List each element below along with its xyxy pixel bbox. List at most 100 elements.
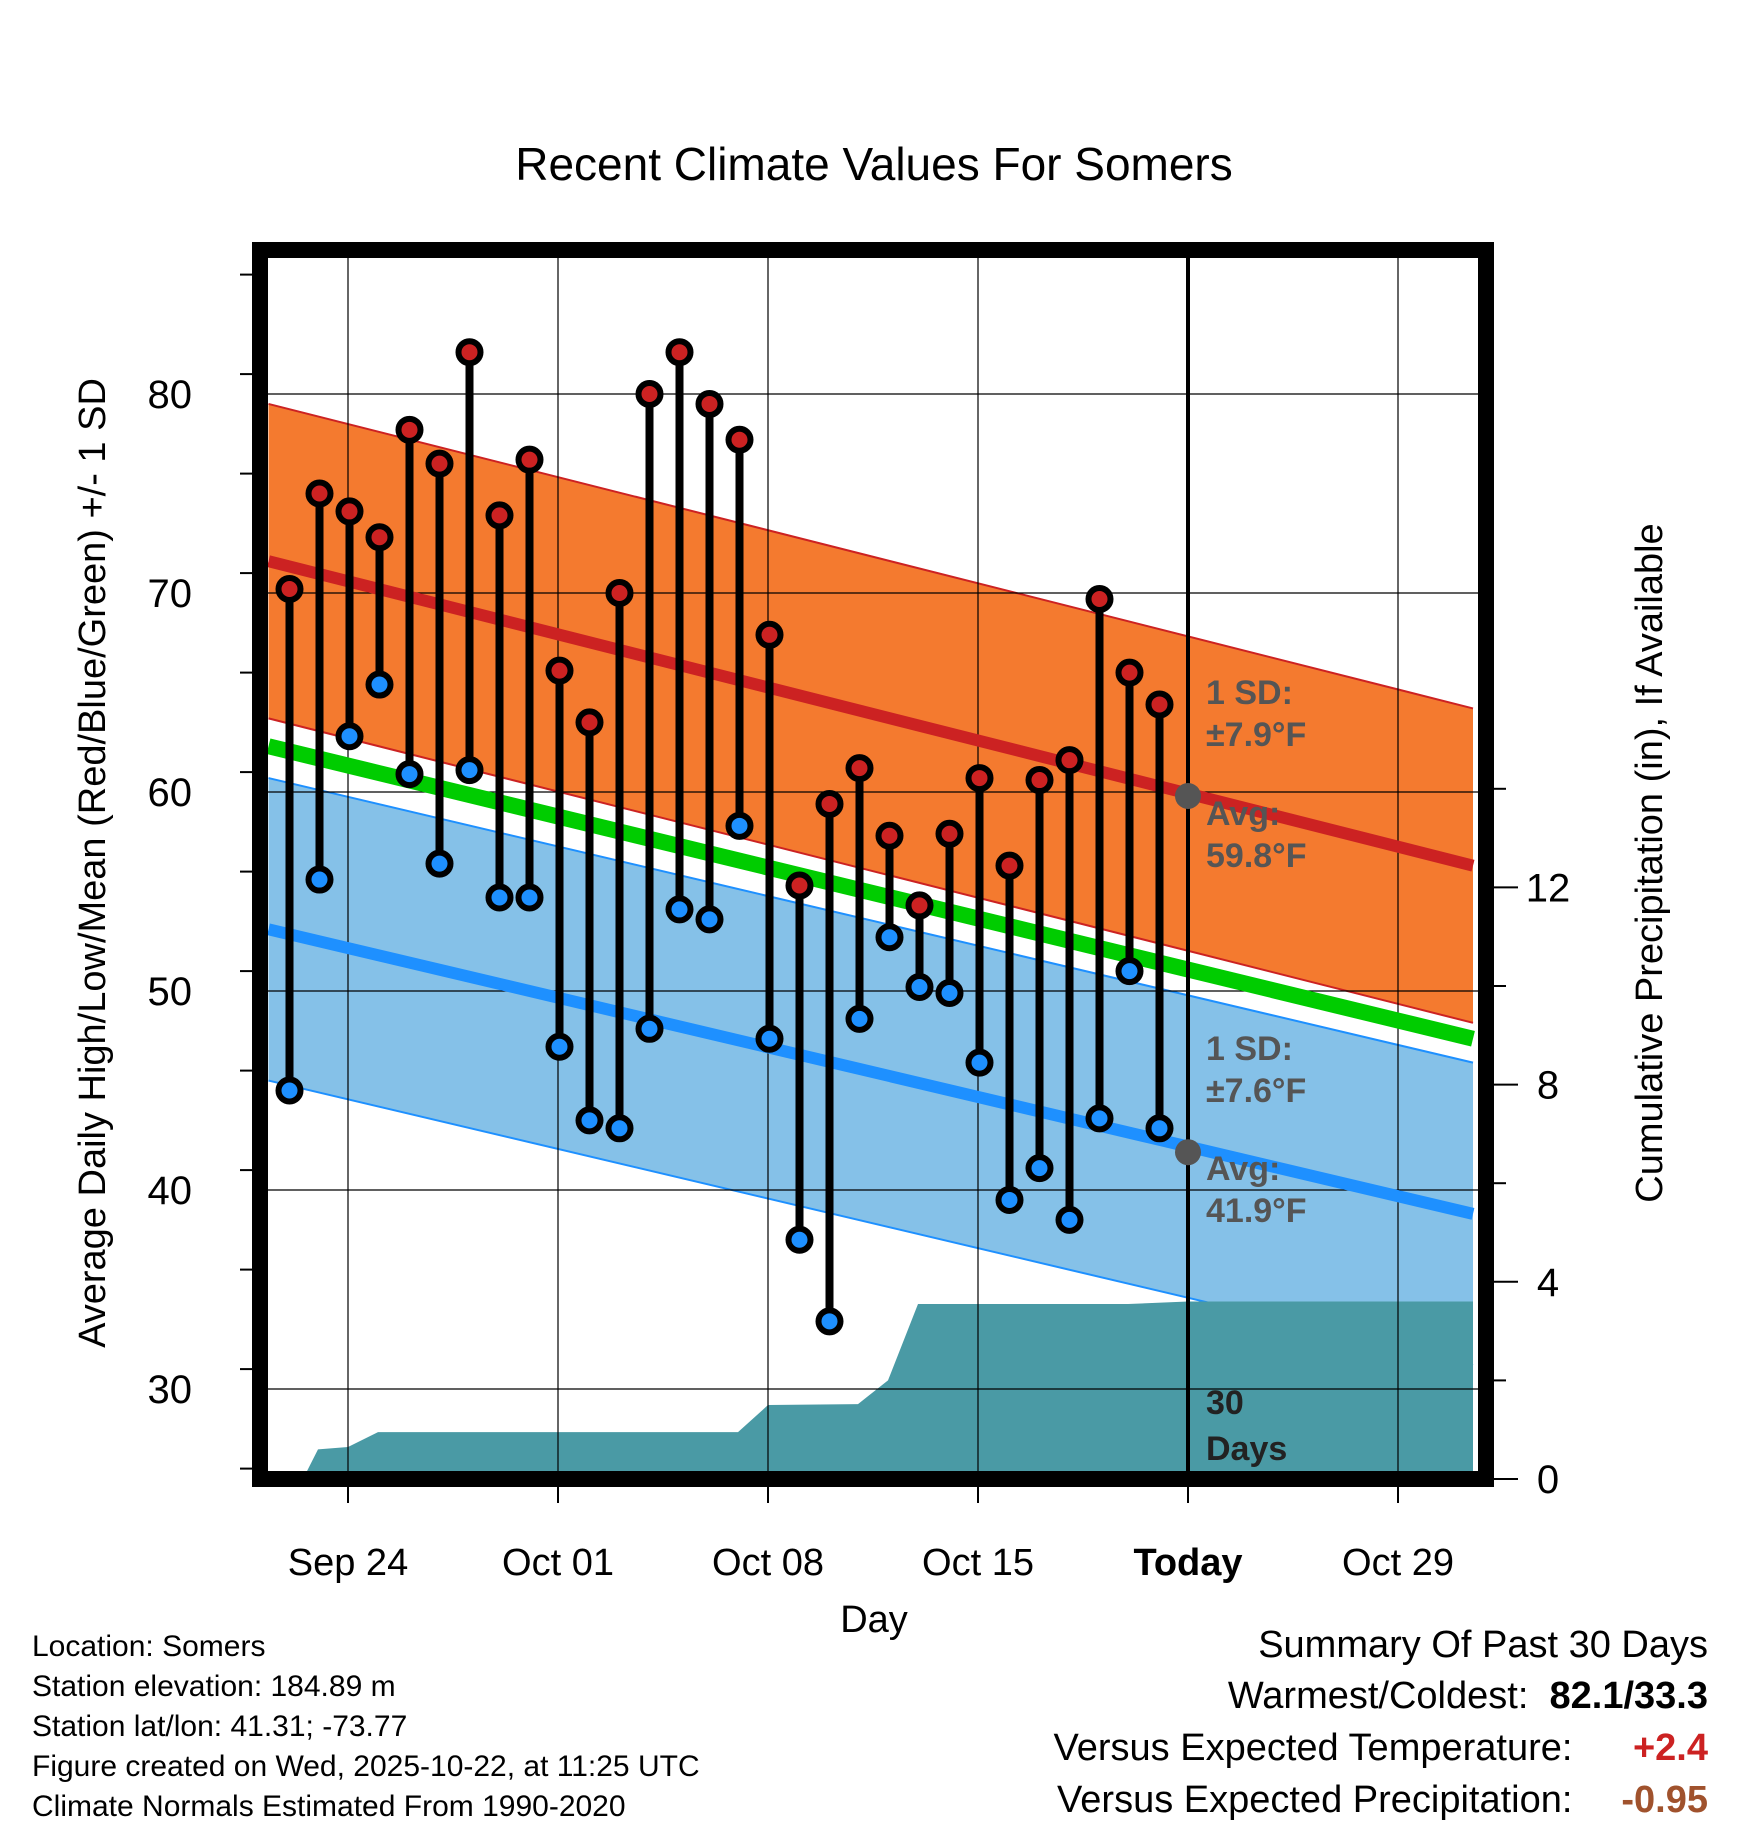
daily-high-point xyxy=(1145,690,1174,719)
low-sd-label: 1 SD: xyxy=(1206,1030,1293,1068)
x-tick-label: Oct 15 xyxy=(922,1542,1034,1584)
daily-high-point xyxy=(1025,766,1054,795)
summary-panel: Summary Of Past 30 Days Warmest/Coldest:… xyxy=(1054,1620,1708,1826)
daily-low-point xyxy=(1115,957,1144,986)
daily-low-point xyxy=(845,1004,874,1033)
daily-low-point xyxy=(1085,1104,1114,1133)
daily-low-point xyxy=(455,756,484,785)
x-tick-label: Today xyxy=(1133,1542,1242,1584)
daily-high-point xyxy=(545,656,574,685)
daily-low-point xyxy=(365,670,394,699)
window-days-number: 30 xyxy=(1206,1384,1244,1422)
daily-high-point xyxy=(935,819,964,848)
y-tick-label-precip: 0 xyxy=(1537,1458,1559,1502)
warm-cold-value: 82.1/33.3 xyxy=(1549,1675,1708,1717)
daily-high-point xyxy=(425,449,454,478)
daily-low-point xyxy=(635,1014,664,1043)
daily-low-point xyxy=(335,722,364,751)
daily-low-point xyxy=(695,905,724,934)
y-tick-label-temp: 80 xyxy=(148,373,193,417)
daily-low-point xyxy=(785,1225,814,1254)
normal-low-sd-band-upper-edge xyxy=(268,777,1474,1064)
warm-cold-label: Warmest/Coldest: xyxy=(1227,1675,1529,1717)
daily-high-point xyxy=(755,620,784,649)
temp-departure-label: Versus Expected Temperature: xyxy=(1053,1727,1573,1769)
low-avg-value: 41.9°F xyxy=(1206,1192,1307,1230)
daily-high-point xyxy=(965,764,994,793)
daily-high-point xyxy=(515,445,544,474)
daily-low-point xyxy=(755,1024,784,1053)
y-axis-right-label: Cumulative Precipitation (in), If Availa… xyxy=(1629,523,1671,1202)
daily-low-point xyxy=(905,973,934,1002)
daily-low-point xyxy=(395,760,424,789)
precip-departure-value: -0.95 xyxy=(1621,1779,1708,1821)
daily-high-point xyxy=(995,851,1024,880)
window-days-label: Days xyxy=(1206,1430,1287,1468)
daily-high-point xyxy=(815,789,844,818)
high-avg-value: 59.8°F xyxy=(1206,837,1307,875)
plot-frame xyxy=(252,242,1494,1487)
daily-high-point xyxy=(785,871,814,900)
y-tick-label-temp: 60 xyxy=(148,771,193,815)
daily-low-point xyxy=(605,1114,634,1143)
daily-high-point xyxy=(1115,658,1144,687)
daily-low-point xyxy=(275,1076,304,1105)
daily-low-point xyxy=(1145,1114,1174,1143)
high-sd-label: 1 SD: xyxy=(1206,674,1293,712)
daily-high-point xyxy=(335,497,364,526)
summary-heading: Summary Of Past 30 Days xyxy=(1258,1624,1708,1666)
high-avg-label: Avg: xyxy=(1206,795,1280,833)
daily-high-point xyxy=(695,389,724,418)
daily-high-point xyxy=(275,575,304,604)
daily-low-point xyxy=(995,1185,1024,1214)
daily-high-point xyxy=(395,415,424,444)
latlon-text: Station lat/lon: 41.31; -73.77 xyxy=(32,1710,408,1743)
y-tick-label-precip: 12 xyxy=(1526,866,1571,910)
x-tick-label: Sep 24 xyxy=(288,1542,408,1584)
cumulative-precip-area xyxy=(303,1301,1473,1479)
daily-high-point xyxy=(485,501,514,530)
daily-low-point xyxy=(965,1048,994,1077)
daily-low-point xyxy=(1025,1154,1054,1183)
y-tick-label-precip: 4 xyxy=(1537,1261,1559,1305)
daily-high-point xyxy=(635,380,664,408)
daily-high-point xyxy=(905,891,934,920)
x-tick-label: Oct 08 xyxy=(712,1542,824,1584)
daily-high-point xyxy=(725,425,754,454)
daily-high-point xyxy=(575,708,604,737)
daily-low-point xyxy=(1055,1205,1084,1234)
daily-high-point xyxy=(1055,746,1084,775)
today-low-avg-marker xyxy=(1175,1139,1201,1166)
daily-high-point xyxy=(845,754,874,783)
y-tick-label-temp: 30 xyxy=(148,1368,193,1412)
created-text: Figure created on Wed, 2025-10-22, at 11… xyxy=(32,1750,700,1783)
high-sd-value: ±7.9°F xyxy=(1206,716,1306,754)
daily-high-point xyxy=(605,579,634,607)
daily-low-point xyxy=(815,1307,844,1336)
daily-low-point xyxy=(515,883,544,912)
daily-high-point xyxy=(665,338,694,367)
daily-high-point xyxy=(455,338,484,367)
daily-high-point xyxy=(305,479,334,508)
y-tick-label-temp: 50 xyxy=(148,970,193,1014)
x-tick-label: Oct 01 xyxy=(502,1542,614,1584)
station-info: Location: Somers Station elevation: 184.… xyxy=(32,1627,700,1827)
location-text: Location: Somers xyxy=(32,1630,266,1663)
daily-low-point xyxy=(665,895,694,924)
today-high-avg-marker xyxy=(1175,782,1201,809)
daily-high-point xyxy=(1085,584,1114,613)
daily-low-point xyxy=(875,923,904,952)
plot-area: 1 SD: ±7.9°F Avg: 59.8°F 1 SD: ±7.6°F Avg: 41.9… xyxy=(260,250,1486,1479)
daily-low-point xyxy=(575,1106,604,1135)
normals-text: Climate Normals Estimated From 1990-2020 xyxy=(32,1790,626,1823)
precip-departure-label: Versus Expected Precipitation: xyxy=(1057,1779,1573,1821)
daily-high-point xyxy=(875,821,904,850)
daily-high-point xyxy=(365,523,394,552)
x-tick-label: Oct 29 xyxy=(1342,1542,1454,1584)
chart-title: Recent Climate Values For Somers xyxy=(515,138,1233,190)
y-axis-left-label: Average Daily High/Low/Mean (Red/Blue/Gr… xyxy=(72,378,114,1348)
daily-low-point xyxy=(305,865,334,894)
y-tick-label-temp: 40 xyxy=(148,1169,193,1213)
normal-mean-line xyxy=(266,738,1475,1047)
daily-low-point xyxy=(935,978,964,1007)
